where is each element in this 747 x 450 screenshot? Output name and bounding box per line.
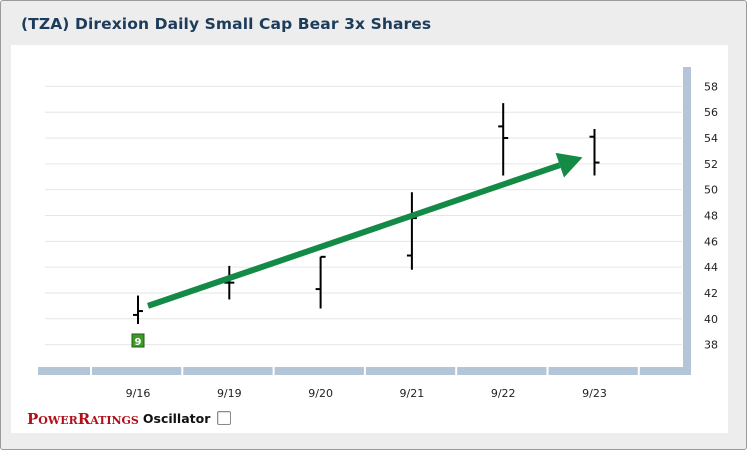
rating-badge-label: 9: [135, 337, 142, 348]
rating-badge: [131, 333, 145, 348]
x-tick-label: 9/16: [126, 387, 151, 400]
x-tick-label: 9/23: [582, 387, 607, 400]
y-tick-label: 46: [704, 235, 718, 248]
y-tick-label: 44: [704, 261, 718, 274]
x-tick-label: 9/20: [308, 387, 333, 400]
x-axis-band: [639, 367, 690, 375]
x-axis-band: [92, 367, 182, 375]
x-axis-band: [183, 367, 273, 375]
y-tick-label: 58: [704, 80, 718, 93]
x-tick-label: 9/21: [400, 387, 425, 400]
powerratings-logo: POWERRATINGS: [27, 409, 139, 428]
y-tick-label: 42: [704, 287, 718, 300]
x-axis-band: [274, 367, 364, 375]
trend-arrow-shaft: [147, 162, 561, 309]
x-tick-label: 9/22: [491, 387, 516, 400]
x-axis-band: [548, 367, 638, 375]
y-tick-label: 50: [704, 184, 718, 197]
y-tick-label: 52: [704, 158, 718, 171]
y-tick-label: 48: [704, 210, 718, 223]
y-tick-label: 54: [704, 132, 718, 145]
oscillator-checkbox[interactable]: [217, 411, 232, 425]
x-axis-band: [38, 367, 90, 375]
y-tick-label: 40: [704, 313, 718, 326]
y-tick-label: 38: [704, 339, 718, 352]
trend-arrow-head: [555, 152, 583, 178]
legend: POWERRATINGS Oscillator: [27, 409, 232, 428]
y-tick-label: 56: [704, 106, 718, 119]
chart-title: (TZA) Direxion Daily Small Cap Bear 3x S…: [21, 15, 432, 33]
x-axis-band: [365, 367, 456, 375]
y-axis-band: [683, 67, 691, 375]
oscillator-label: Oscillator: [142, 410, 211, 426]
x-axis-band: [457, 367, 547, 375]
x-tick-label: 9/19: [217, 387, 242, 400]
